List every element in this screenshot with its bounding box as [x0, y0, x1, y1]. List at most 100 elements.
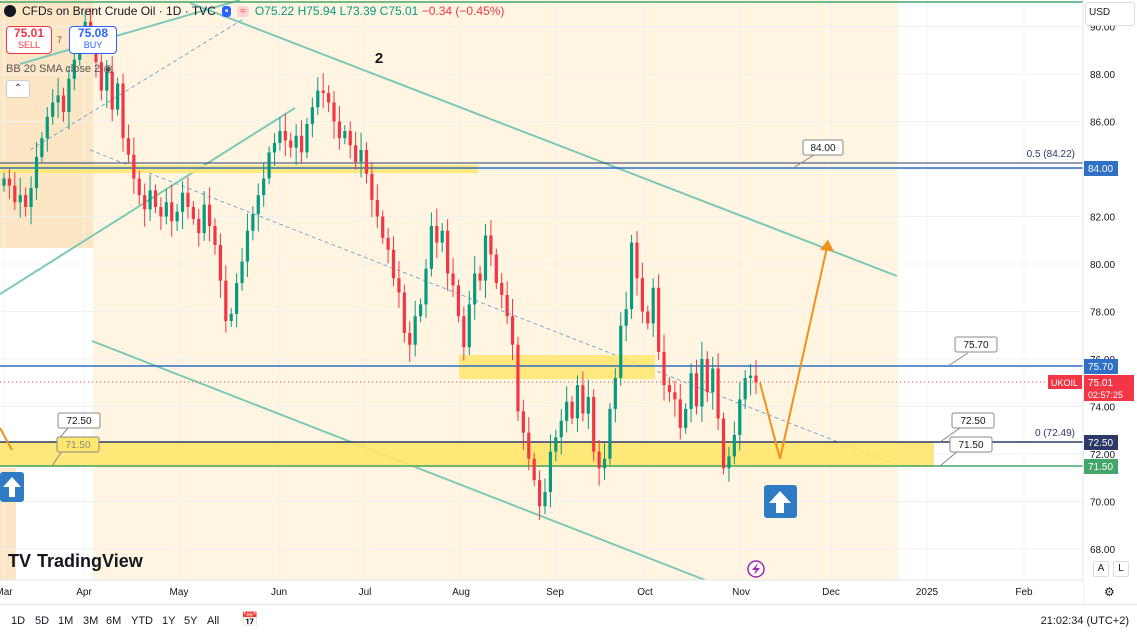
calendar-icon[interactable]: 📅 [241, 611, 259, 627]
x-tick-label: Feb [1015, 587, 1033, 598]
x-tick-label: Dec [822, 587, 840, 598]
spread-value: 7 [57, 35, 63, 45]
timeframe-1d[interactable]: 1D [11, 615, 26, 627]
candle-body [110, 71, 114, 110]
timeframe-6m[interactable]: 6M [106, 615, 122, 627]
clock[interactable]: 21:02:34 (UTC+2) [1040, 615, 1129, 627]
candle-body [170, 202, 174, 222]
gear-icon[interactable]: ⚙ [1104, 585, 1115, 599]
chart-title[interactable]: CFDs on Brent Crude Oil · 1D · TVC [22, 4, 216, 18]
candle-body [391, 249, 396, 279]
timeframe-5y[interactable]: 5Y [184, 615, 198, 627]
callout-72-50-right: 72.50 [939, 412, 995, 443]
callout-72-50-text: 72.50 [960, 416, 985, 427]
timeframe-1m[interactable]: 1M [58, 615, 74, 627]
candle-body [164, 202, 168, 217]
x-tick-label: Apr [76, 587, 92, 598]
eye-icon[interactable]: ◉ [103, 63, 113, 75]
candle-body [651, 287, 655, 324]
candle-body [262, 178, 266, 196]
candle-body [126, 138, 131, 155]
candle-body [61, 95, 66, 112]
badge-last-price [1084, 375, 1134, 401]
candle-body [738, 399, 742, 435]
candle-body [483, 235, 488, 281]
candle-body [18, 195, 22, 203]
candle-body [245, 230, 250, 262]
candle-body [624, 309, 628, 326]
candle-body [516, 344, 520, 412]
timeframe-all[interactable]: All [207, 615, 220, 627]
log-scale-button[interactable]: L [1113, 561, 1129, 577]
timeframe-3m[interactable]: 3M [83, 615, 99, 627]
candle-body [24, 195, 28, 207]
time-axis[interactable] [0, 580, 1083, 604]
price-axis[interactable] [1083, 0, 1137, 580]
timeframe-5d[interactable]: 5D [35, 615, 50, 627]
callout-71-50-text: 71.50 [958, 440, 983, 451]
candle-body [402, 292, 406, 333]
candle-body [251, 214, 255, 231]
badge-71-50-text: 71.50 [1088, 462, 1113, 473]
arrow-up-icon [0, 472, 24, 502]
candle-body [386, 237, 390, 250]
candle-body [456, 285, 461, 317]
candle-body [667, 385, 672, 393]
candle-body [132, 154, 136, 179]
auto-scale-button[interactable]: A [1093, 561, 1109, 577]
tv-logo-mark: TV [8, 551, 32, 571]
y-tick-label: 88.00 [1090, 70, 1115, 81]
candle-body [581, 385, 585, 414]
badge-72-50 [1084, 435, 1118, 450]
callout-84: 84.00 [792, 139, 844, 169]
candle-body [424, 268, 428, 305]
candle-body [559, 420, 563, 438]
candle-body [180, 192, 185, 212]
candle-body [592, 397, 596, 452]
upper-left-channel-line-top [19, 0, 241, 65]
timeframe-1y[interactable]: 1Y [162, 615, 176, 627]
candle-body [684, 408, 688, 428]
indicator-label: BB 20 SMA close 2 [6, 63, 101, 75]
symbol-icon [4, 5, 16, 17]
candle-body [489, 235, 493, 255]
candle-body [34, 157, 39, 188]
high-value: H75.94 [297, 4, 337, 18]
indicator-legend[interactable]: BB 20 SMA close 2 ◉ [6, 62, 113, 75]
candle-body [99, 62, 103, 91]
candle-body [705, 359, 709, 393]
candle-body [197, 218, 201, 234]
candle-body [202, 204, 206, 234]
lightning-icon[interactable] [747, 560, 765, 578]
candle-body [229, 313, 233, 321]
candle-body [570, 401, 574, 419]
tv-logo-text: TradingView [37, 551, 143, 571]
candle-body [602, 458, 607, 469]
candle-body [629, 242, 634, 310]
candle-body [673, 392, 677, 400]
candle-body [467, 304, 471, 348]
candle-body [527, 432, 531, 459]
chevron-up-icon[interactable]: ⌃ [6, 80, 30, 98]
candle-body [186, 192, 190, 207]
candle-body [137, 178, 141, 196]
x-tick-label: Sep [546, 587, 564, 598]
timeframe-ytd[interactable]: YTD [131, 615, 153, 627]
candle-body [272, 142, 277, 153]
currency-selector[interactable] [1085, 2, 1135, 26]
candle-body [343, 131, 347, 139]
x-tick-label: Aug [452, 587, 470, 598]
x-tick-label: 2025 [916, 587, 939, 598]
buy-label: BUY [83, 40, 103, 50]
candle-body [240, 261, 244, 283]
forecast-arrowhead [820, 239, 834, 252]
buy-button[interactable]: 75.08 BUY [69, 26, 117, 54]
y-tick-label: 80.00 [1090, 260, 1115, 271]
candle-body [305, 123, 309, 153]
sell-button[interactable]: 75.01 SELL [6, 26, 52, 54]
candle-body [40, 138, 44, 158]
x-tick-label: Jul [359, 587, 372, 598]
candle-body [586, 397, 590, 414]
badge-72-50-text: 72.50 [1088, 438, 1113, 449]
